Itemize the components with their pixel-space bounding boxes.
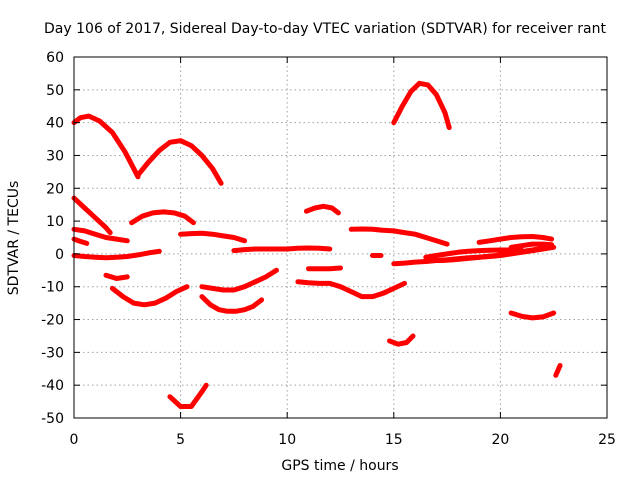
x-tick-label: 5 (176, 432, 185, 448)
series-arc-8 (178, 230, 248, 244)
y-tick-label: 50 (46, 83, 64, 99)
series-arc-26 (387, 333, 416, 347)
y-tick-label: -50 (41, 411, 64, 427)
series-arc-27 (167, 382, 209, 409)
series-arc-12 (71, 248, 162, 261)
series-arc-18 (508, 241, 555, 250)
x-tick-label: 10 (278, 432, 296, 448)
series-arc-7 (71, 236, 90, 246)
plot-frame (73, 56, 608, 419)
x-tick-label: 0 (70, 432, 79, 448)
series-arc-20 (306, 265, 343, 272)
series-arc-25 (508, 310, 557, 321)
x-tick-label: 25 (598, 432, 616, 448)
series-arc-21 (295, 279, 407, 300)
series-arc-13 (231, 245, 333, 254)
series-arc-28 (553, 363, 563, 378)
series-arc-19 (103, 272, 130, 281)
y-tick-label: 10 (46, 214, 64, 230)
series-arc-3 (391, 80, 452, 131)
series-arc-11 (476, 234, 555, 245)
y-tick-label: 60 (46, 50, 64, 66)
y-tick-label: -10 (41, 280, 64, 296)
series-arc-2 (135, 138, 224, 186)
y-tick-label: -30 (41, 345, 64, 361)
y-tick-label: -20 (41, 313, 64, 329)
series-arc-24 (199, 294, 265, 314)
series-arc-1 (71, 113, 141, 180)
series-arc-9 (303, 203, 341, 216)
series-arc-22 (199, 267, 279, 293)
series-arc-6 (71, 226, 130, 244)
series-arc-17 (429, 244, 550, 263)
x-axis-label: GPS time / hours (281, 458, 398, 474)
series-arc-5 (129, 209, 196, 226)
y-tick-label: -40 (41, 378, 64, 394)
x-tick-label: 20 (491, 432, 509, 448)
series-layer (71, 80, 563, 409)
series-arc-16 (423, 247, 525, 260)
series-arc-10 (348, 226, 450, 247)
y-tick-label: 0 (55, 247, 64, 263)
y-tick-label: 30 (46, 148, 64, 164)
tick-labels: 0 5 10 15 20 25 -50 -40 -30 -20 -10 0 10 20 30 40 50 60 (41, 50, 616, 448)
chart-title: Day 106 of 2017, Sidereal Day-to-day VTE… (44, 21, 606, 37)
series-arc-4 (71, 195, 113, 236)
series-arc-23 (109, 284, 190, 308)
x-tick-label: 15 (385, 432, 403, 448)
axes (73, 56, 608, 419)
y-tick-label: 20 (46, 181, 64, 197)
y-tick-label: 40 (46, 116, 64, 132)
y-axis-label: SDTVAR / TECUs (6, 181, 22, 296)
